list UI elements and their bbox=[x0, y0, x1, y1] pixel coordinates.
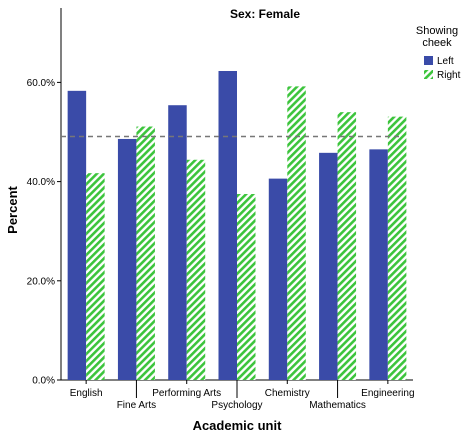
x-tick-label: Chemistry bbox=[265, 388, 310, 399]
bar-right bbox=[387, 116, 407, 381]
bar-left bbox=[369, 149, 388, 380]
x-axis-label: Academic unit bbox=[193, 418, 283, 433]
y-tick-label: 40.0% bbox=[27, 177, 55, 188]
bar-left bbox=[117, 138, 137, 380]
x-tick-label: Fine Arts bbox=[117, 400, 156, 411]
y-axis-label: Percent bbox=[5, 185, 20, 233]
bar-right bbox=[86, 173, 105, 380]
legend-label-left: Left bbox=[437, 56, 454, 67]
y-tick-label: 20.0% bbox=[27, 276, 55, 287]
bar-right bbox=[186, 159, 206, 380]
legend: Showing cheek Left Right bbox=[416, 25, 461, 81]
plot-area: 0.0% 20.0% 40.0% 60.0% English Fine ArtsPerfo… bbox=[27, 8, 415, 411]
bar-left bbox=[67, 90, 87, 380]
bar-right bbox=[287, 86, 306, 381]
bar-right bbox=[136, 126, 155, 380]
x-tick-label: Psychology bbox=[211, 400, 262, 411]
legend-title: Showing cheek bbox=[416, 25, 458, 49]
legend-swatch-left bbox=[424, 56, 433, 65]
bar-left bbox=[268, 178, 288, 380]
y-tick-label: 0.0% bbox=[32, 376, 55, 387]
x-tick-label: Performing Arts bbox=[152, 388, 221, 399]
chart-title: Sex: Female bbox=[230, 7, 300, 21]
bar-right bbox=[337, 112, 357, 380]
x-tick-label: Engineering bbox=[361, 388, 414, 399]
legend-swatch-right bbox=[424, 70, 433, 79]
x-tick-label: Mathematics bbox=[309, 400, 366, 411]
y-tick-label: 60.0% bbox=[27, 78, 55, 89]
bar-left bbox=[319, 152, 338, 380]
legend-label-right: Right bbox=[437, 70, 461, 81]
bar-left bbox=[218, 70, 237, 380]
bar-left bbox=[168, 105, 187, 380]
bar-right bbox=[237, 194, 256, 380]
x-tick-label: English bbox=[70, 388, 103, 399]
